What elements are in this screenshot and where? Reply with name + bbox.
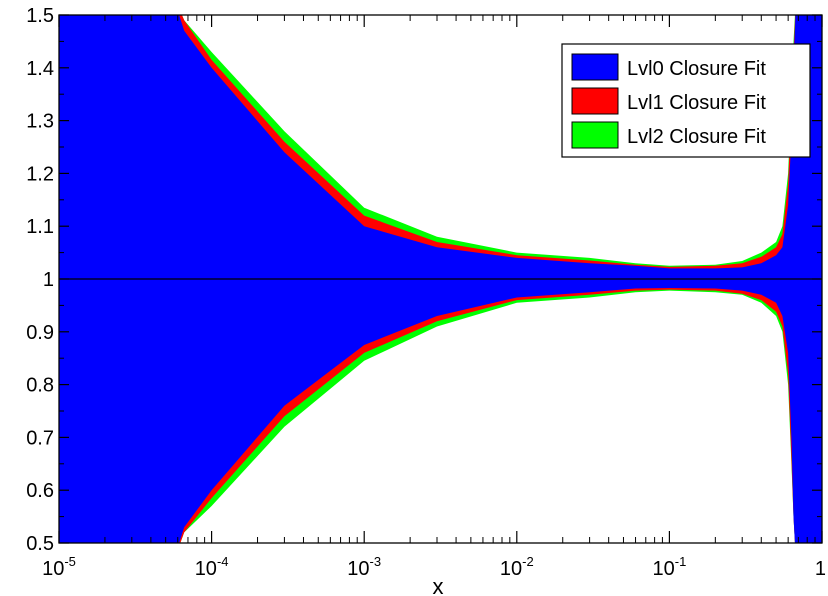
y-tick-label-9: 1.4 bbox=[26, 58, 54, 80]
legend-label-0: Lvl0 Closure Fit bbox=[627, 58, 766, 80]
x-tick-label-2: 10-3 bbox=[347, 554, 381, 580]
legend-label-1: Lvl1 Closure Fit bbox=[627, 92, 766, 114]
y-tick-label-5: 1 bbox=[43, 269, 54, 291]
y-tick-label-3: 0.8 bbox=[26, 375, 54, 397]
x-tick-label-1: 10-4 bbox=[195, 554, 229, 580]
x-tick-label-3: 10-2 bbox=[500, 554, 534, 580]
y-tick-label-0: 0.5 bbox=[26, 533, 54, 555]
legend-label-2: Lvl2 Closure Fit bbox=[627, 126, 766, 148]
y-axis: 0.5 0.6 0.7 0.8 0.9 1 1.1 1.2 1.3 1.4 1.5 bbox=[26, 5, 822, 555]
legend-swatch-0 bbox=[571, 53, 619, 81]
y-tick-label-8: 1.3 bbox=[26, 111, 54, 133]
legend-swatch-1 bbox=[571, 87, 619, 115]
y-tick-label-10: 1.5 bbox=[26, 5, 54, 27]
y-tick-label-6: 1.1 bbox=[26, 216, 54, 238]
y-tick-label-1: 0.6 bbox=[26, 480, 54, 502]
y-tick-label-2: 0.7 bbox=[26, 427, 54, 449]
x-axis-title: x bbox=[433, 574, 444, 596]
x-tick-label-4: 10-1 bbox=[652, 554, 686, 580]
y-tick-label-7: 1.2 bbox=[26, 163, 54, 185]
x-tick-label-0: 10-5 bbox=[42, 554, 76, 580]
x-tick-label-5: 1 bbox=[815, 558, 826, 580]
legend-swatch-2 bbox=[571, 121, 619, 149]
x-axis: 10-5 10-4 10-3 10-2 10-1 1 bbox=[42, 15, 826, 580]
y-tick-label-4: 0.9 bbox=[26, 322, 54, 344]
legend: Lvl0 Closure Fit Lvl1 Closure Fit Lvl2 Clo… bbox=[561, 43, 811, 158]
